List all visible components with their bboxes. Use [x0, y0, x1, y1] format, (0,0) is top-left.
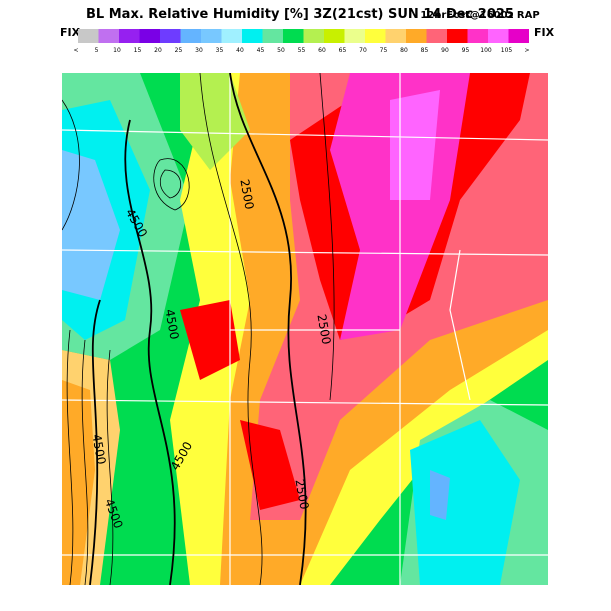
legend-label: 65 [339, 47, 347, 54]
contour-label: 4500 [89, 433, 108, 466]
legend-label: 105 [501, 47, 513, 54]
legend-label: 15 [134, 47, 142, 54]
legend-label: 90 [441, 47, 449, 54]
legend-swatch [221, 29, 242, 43]
legend-swatch [406, 29, 427, 43]
legend-label: 95 [462, 47, 470, 54]
legend-swatch [78, 29, 99, 43]
legend-label: 85 [421, 47, 429, 54]
legend-label: 55 [298, 47, 306, 54]
map-subtitle: 12hrFcst@1600z RAP [420, 10, 539, 21]
legend-swatch [303, 29, 324, 43]
legend-swatch [426, 29, 447, 43]
legend-swatch [98, 29, 119, 43]
legend-swatch [283, 29, 304, 43]
legend-swatch [160, 29, 181, 43]
legend-label: 75 [380, 47, 388, 54]
legend-swatch [385, 29, 406, 43]
legend-swatch [508, 29, 529, 43]
legend-swatch [467, 29, 488, 43]
legend-swatch [242, 29, 263, 43]
legend-label: 70 [359, 47, 367, 54]
legend-label: 30 [195, 47, 203, 54]
fix-label: FIX [534, 26, 555, 39]
contour-label: 4500 [162, 308, 181, 341]
legend-label: 10 [113, 47, 121, 54]
fix-label: FIX [60, 26, 81, 39]
legend-swatch [139, 29, 160, 43]
legend-swatch [262, 29, 283, 43]
legend-label: 40 [236, 47, 244, 54]
legend-label: < [73, 47, 78, 54]
legend-swatch [344, 29, 365, 43]
legend-swatch [324, 29, 345, 43]
legend-label: 100 [480, 47, 492, 54]
legend-swatch [365, 29, 386, 43]
legend-label: 45 [257, 47, 265, 54]
legend-label: 25 [175, 47, 183, 54]
legend-swatch [447, 29, 468, 43]
contour-label: 2500 [237, 178, 256, 211]
legend-label: 5 [95, 47, 99, 54]
legend-swatch [119, 29, 140, 43]
legend-label: 20 [154, 47, 162, 54]
legend-label: 50 [277, 47, 285, 54]
legend-label: > [524, 47, 529, 54]
color-legend: <5 10 15 20 25 30 35 40 45 50 55 60 65 70 75 80 85 90 95 10… [73, 29, 530, 54]
map-title: BL Max. Relative Humidity [%] 3Z(21cst) … [86, 7, 514, 22]
map-field [62, 73, 548, 585]
contour-label: 2500 [314, 313, 333, 346]
contour-label: 2500 [292, 478, 311, 511]
legend-label: 35 [216, 47, 224, 54]
legend-swatch [201, 29, 222, 43]
legend-swatch [488, 29, 509, 43]
legend-label: 80 [400, 47, 408, 54]
legend-label: 60 [318, 47, 326, 54]
legend-swatch [180, 29, 201, 43]
